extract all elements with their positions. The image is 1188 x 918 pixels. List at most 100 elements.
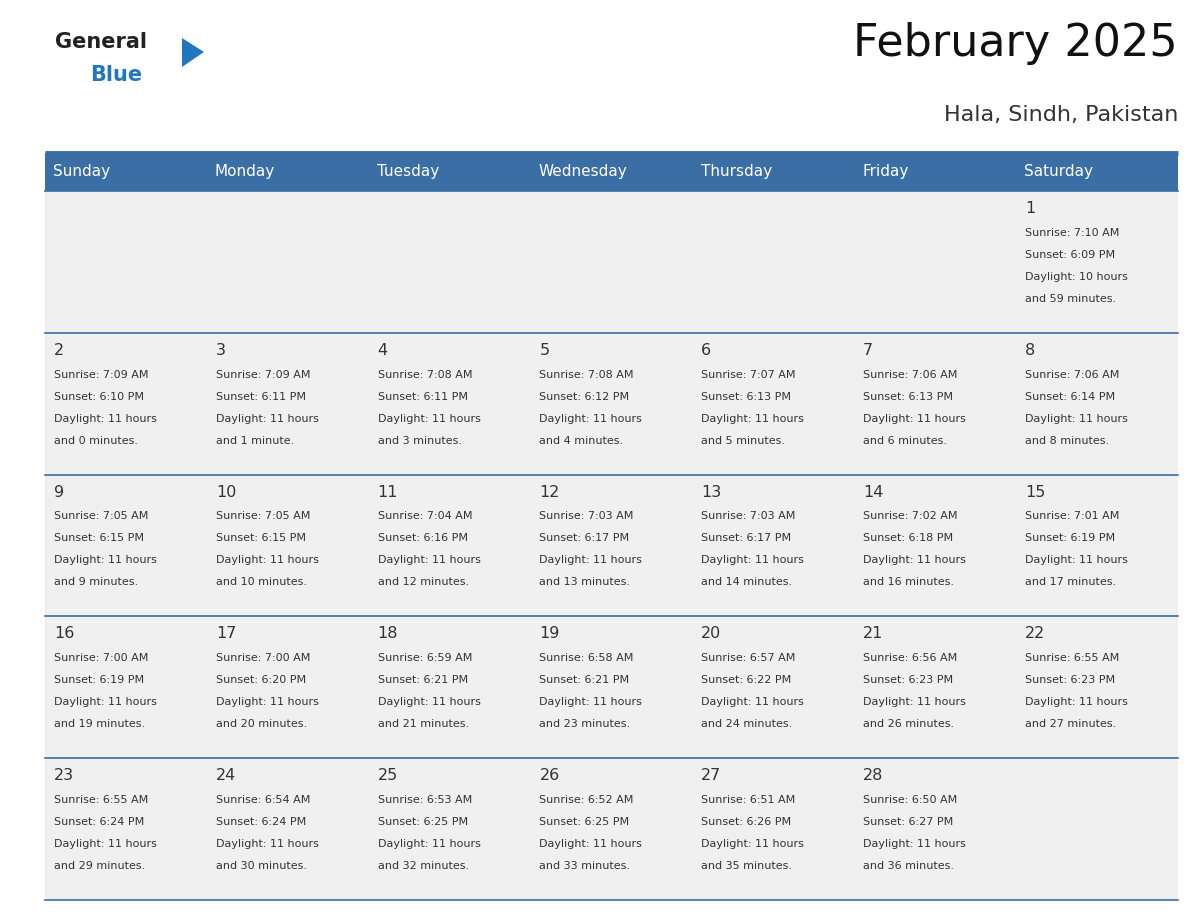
- Text: Sunset: 6:10 PM: Sunset: 6:10 PM: [53, 392, 144, 402]
- Text: Sunrise: 7:06 AM: Sunrise: 7:06 AM: [864, 370, 958, 380]
- Bar: [693, 153, 854, 191]
- Text: and 3 minutes.: and 3 minutes.: [378, 436, 462, 445]
- Bar: [368, 475, 531, 616]
- Bar: [368, 616, 531, 758]
- Text: Sunrise: 7:08 AM: Sunrise: 7:08 AM: [539, 370, 634, 380]
- Text: and 27 minutes.: and 27 minutes.: [1025, 719, 1117, 729]
- Text: 9: 9: [53, 485, 64, 499]
- Text: 25: 25: [378, 768, 398, 783]
- Text: Daylight: 11 hours: Daylight: 11 hours: [216, 555, 318, 565]
- Text: Sunset: 6:22 PM: Sunset: 6:22 PM: [701, 676, 791, 685]
- Text: Sunset: 6:18 PM: Sunset: 6:18 PM: [864, 533, 953, 543]
- Bar: [368, 333, 531, 475]
- Text: 6: 6: [701, 342, 712, 358]
- Bar: [207, 475, 368, 616]
- Bar: [693, 191, 854, 333]
- Text: Daylight: 11 hours: Daylight: 11 hours: [53, 698, 157, 707]
- Text: 1: 1: [1025, 201, 1035, 216]
- Bar: [854, 616, 1016, 758]
- Text: Sunset: 6:15 PM: Sunset: 6:15 PM: [53, 533, 144, 543]
- Bar: [693, 616, 854, 758]
- Text: 2: 2: [53, 342, 64, 358]
- Text: Sunset: 6:23 PM: Sunset: 6:23 PM: [864, 676, 953, 685]
- Text: Sunrise: 7:09 AM: Sunrise: 7:09 AM: [53, 370, 148, 380]
- Text: and 5 minutes.: and 5 minutes.: [701, 436, 785, 445]
- Bar: [693, 333, 854, 475]
- Text: Daylight: 11 hours: Daylight: 11 hours: [378, 698, 480, 707]
- Text: 22: 22: [1025, 626, 1045, 642]
- Bar: [1016, 333, 1178, 475]
- Text: Daylight: 11 hours: Daylight: 11 hours: [53, 555, 157, 565]
- Bar: [368, 191, 531, 333]
- Text: 7: 7: [864, 342, 873, 358]
- Text: and 20 minutes.: and 20 minutes.: [216, 719, 307, 729]
- Text: and 4 minutes.: and 4 minutes.: [539, 436, 624, 445]
- Text: Sunrise: 6:56 AM: Sunrise: 6:56 AM: [864, 654, 958, 664]
- Text: Sunrise: 7:03 AM: Sunrise: 7:03 AM: [539, 511, 634, 521]
- Text: and 12 minutes.: and 12 minutes.: [378, 577, 469, 588]
- Text: General: General: [55, 32, 147, 52]
- Bar: [45, 758, 207, 900]
- Text: Sunset: 6:27 PM: Sunset: 6:27 PM: [864, 817, 954, 827]
- Text: Sunset: 6:11 PM: Sunset: 6:11 PM: [216, 392, 305, 402]
- Text: and 30 minutes.: and 30 minutes.: [216, 861, 307, 871]
- Text: Sunrise: 6:50 AM: Sunrise: 6:50 AM: [864, 795, 958, 805]
- Text: Daylight: 11 hours: Daylight: 11 hours: [378, 839, 480, 849]
- Text: 17: 17: [216, 626, 236, 642]
- Text: Sunset: 6:25 PM: Sunset: 6:25 PM: [539, 817, 630, 827]
- Text: Sunset: 6:24 PM: Sunset: 6:24 PM: [216, 817, 307, 827]
- Text: and 35 minutes.: and 35 minutes.: [701, 861, 792, 871]
- Text: Sunrise: 7:03 AM: Sunrise: 7:03 AM: [701, 511, 796, 521]
- Text: Daylight: 11 hours: Daylight: 11 hours: [539, 555, 643, 565]
- Text: Daylight: 11 hours: Daylight: 11 hours: [53, 414, 157, 423]
- Text: and 8 minutes.: and 8 minutes.: [1025, 436, 1110, 445]
- Text: Sunrise: 7:08 AM: Sunrise: 7:08 AM: [378, 370, 472, 380]
- Text: and 19 minutes.: and 19 minutes.: [53, 719, 145, 729]
- Text: Daylight: 11 hours: Daylight: 11 hours: [701, 698, 804, 707]
- Bar: [693, 475, 854, 616]
- Text: and 9 minutes.: and 9 minutes.: [53, 577, 138, 588]
- Text: 20: 20: [701, 626, 721, 642]
- Text: Sunrise: 6:51 AM: Sunrise: 6:51 AM: [701, 795, 796, 805]
- Text: Sunset: 6:19 PM: Sunset: 6:19 PM: [53, 676, 144, 685]
- Text: and 17 minutes.: and 17 minutes.: [1025, 577, 1117, 588]
- Bar: [1016, 616, 1178, 758]
- Text: Daylight: 11 hours: Daylight: 11 hours: [1025, 414, 1127, 423]
- Text: Daylight: 11 hours: Daylight: 11 hours: [539, 414, 643, 423]
- Text: Daylight: 11 hours: Daylight: 11 hours: [1025, 698, 1127, 707]
- Text: Sunrise: 7:00 AM: Sunrise: 7:00 AM: [216, 654, 310, 664]
- Text: Daylight: 10 hours: Daylight: 10 hours: [1025, 272, 1127, 282]
- Text: and 33 minutes.: and 33 minutes.: [539, 861, 631, 871]
- Text: 21: 21: [864, 626, 884, 642]
- Bar: [531, 616, 693, 758]
- Text: 4: 4: [378, 342, 387, 358]
- Text: 16: 16: [53, 626, 75, 642]
- Text: Sunrise: 7:00 AM: Sunrise: 7:00 AM: [53, 654, 148, 664]
- Text: Sunset: 6:24 PM: Sunset: 6:24 PM: [53, 817, 144, 827]
- Text: and 29 minutes.: and 29 minutes.: [53, 861, 145, 871]
- Bar: [45, 616, 207, 758]
- Text: Sunrise: 7:02 AM: Sunrise: 7:02 AM: [864, 511, 958, 521]
- Text: Tuesday: Tuesday: [377, 164, 440, 180]
- Bar: [854, 333, 1016, 475]
- Text: and 23 minutes.: and 23 minutes.: [539, 719, 631, 729]
- Text: 14: 14: [864, 485, 884, 499]
- Bar: [531, 333, 693, 475]
- Text: and 1 minute.: and 1 minute.: [216, 436, 293, 445]
- Text: Daylight: 11 hours: Daylight: 11 hours: [701, 414, 804, 423]
- Text: Daylight: 11 hours: Daylight: 11 hours: [216, 839, 318, 849]
- Text: 27: 27: [701, 768, 721, 783]
- Text: Daylight: 11 hours: Daylight: 11 hours: [216, 698, 318, 707]
- Text: and 36 minutes.: and 36 minutes.: [864, 861, 954, 871]
- Bar: [693, 758, 854, 900]
- Text: 10: 10: [216, 485, 236, 499]
- Text: Sunrise: 7:09 AM: Sunrise: 7:09 AM: [216, 370, 310, 380]
- Text: Sunset: 6:13 PM: Sunset: 6:13 PM: [701, 392, 791, 402]
- Bar: [207, 616, 368, 758]
- Text: Daylight: 11 hours: Daylight: 11 hours: [701, 839, 804, 849]
- Text: Sunrise: 7:04 AM: Sunrise: 7:04 AM: [378, 511, 472, 521]
- Text: Friday: Friday: [862, 164, 909, 180]
- Text: Sunset: 6:20 PM: Sunset: 6:20 PM: [216, 676, 305, 685]
- Text: 18: 18: [378, 626, 398, 642]
- Text: Daylight: 11 hours: Daylight: 11 hours: [864, 698, 966, 707]
